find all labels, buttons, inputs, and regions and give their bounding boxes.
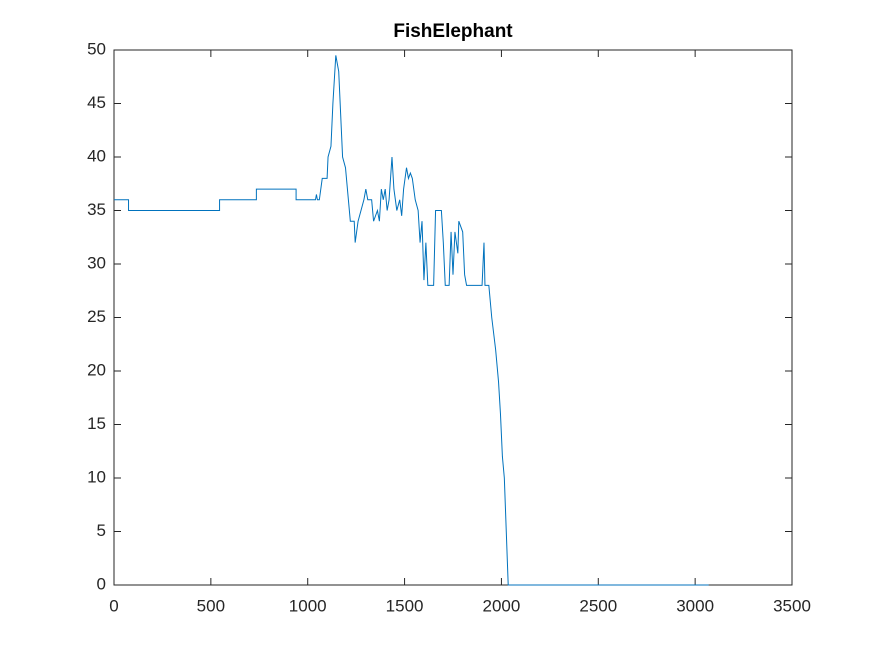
x-tick-label: 0 [109,596,118,615]
y-tick-label: 45 [87,93,106,112]
chart-title: FishElephant [393,21,513,42]
x-tick-label: 500 [197,596,225,615]
y-tick-label: 50 [87,39,106,58]
x-tick-label: 1000 [289,596,327,615]
y-tick-label: 5 [97,521,106,540]
x-tick-label: 3000 [676,596,714,615]
axes-box [113,49,793,586]
y-tick-label: 25 [87,307,106,326]
data-line [114,55,709,586]
x-tick-label: 2500 [579,596,617,615]
y-tick-label: 40 [87,146,106,165]
y-tick-label: 20 [87,360,106,379]
x-tick-label: 1500 [386,596,424,615]
y-tick-label: 0 [97,574,106,593]
y-tick-label: 10 [87,467,106,486]
y-tick-label: 15 [87,414,106,433]
x-tick-label: 3500 [773,596,811,615]
y-tick-label: 30 [87,253,106,272]
y-tick-label: 35 [87,200,106,219]
x-tick-label: 2000 [483,596,521,615]
